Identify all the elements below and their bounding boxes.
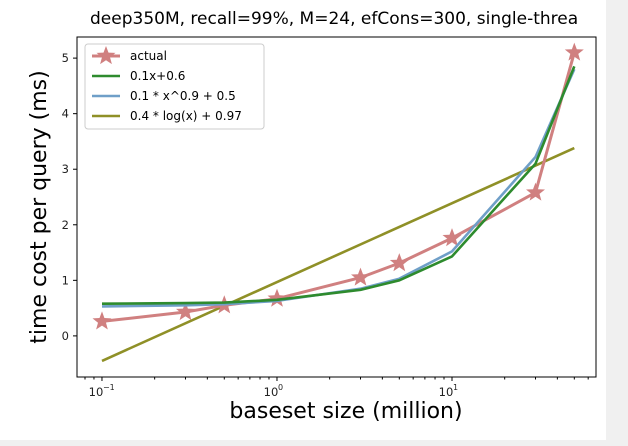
y-tick-label: 0 xyxy=(62,329,69,343)
legend-star-icon xyxy=(96,46,116,65)
x-tick-label: 10 xyxy=(439,385,454,399)
legend-box xyxy=(84,43,265,130)
x-tick-label: 10 xyxy=(264,385,279,399)
y-tick-label: 1 xyxy=(62,273,69,287)
legend-label: 0.1x+0.6 xyxy=(130,69,185,83)
data-point-star xyxy=(351,267,370,286)
legend-item: 0.4 * log(x) + 0.97 xyxy=(92,109,242,123)
legend-item: 0.1 * x^0.9 + 0.5 xyxy=(92,89,236,103)
y-tick-label: 5 xyxy=(62,51,69,65)
y-axis: 0 1 2 3 4 5 xyxy=(62,51,77,343)
legend-item: actual xyxy=(92,46,167,65)
y-axis-label: time cost per query (ms) xyxy=(27,70,52,343)
chart-title: deep350M, recall=99%, M=24, efCons=300, … xyxy=(90,9,578,29)
legend-label: actual xyxy=(130,49,167,63)
x-tick-exponent: 0 xyxy=(278,383,283,392)
legend-item: 0.1x+0.6 xyxy=(92,69,185,83)
series-line-1 xyxy=(101,65,576,305)
data-point-star xyxy=(267,288,287,307)
plot-frame xyxy=(76,36,597,378)
x-axis-label: baseset size (million) xyxy=(229,399,462,424)
y-tick-label: 3 xyxy=(62,162,69,176)
y-tick-label: 4 xyxy=(62,107,69,121)
data-point-star xyxy=(92,311,112,330)
series-line-3 xyxy=(101,146,575,363)
legend-label: 0.4 * log(x) + 0.97 xyxy=(130,109,242,123)
data-point-star xyxy=(526,182,545,201)
legend: actual 0.1x+0.6 0.1 * x^0.9 + 0.5 0.4 * log… xyxy=(84,43,265,130)
data-point-star xyxy=(389,253,409,272)
x-tick-exponent: −1 xyxy=(103,383,115,392)
x-tick-label: 10 xyxy=(89,385,104,399)
x-axis: 10 −1 10 0 10 1 xyxy=(84,377,589,399)
line-chart: deep350M, recall=99%, M=24, efCons=300, … xyxy=(27,9,597,424)
y-tick-label: 2 xyxy=(62,218,69,232)
plot-area xyxy=(92,42,584,363)
x-tick-exponent: 1 xyxy=(453,383,458,392)
data-point-star xyxy=(176,302,195,321)
figure: deep350M, recall=99%, M=24, efCons=300, … xyxy=(0,0,606,440)
data-point-star xyxy=(442,228,462,247)
legend-label: 0.1 * x^0.9 + 0.5 xyxy=(130,89,236,103)
data-point-star xyxy=(564,42,584,61)
